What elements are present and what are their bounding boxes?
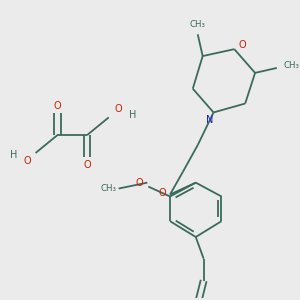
Text: O: O <box>24 156 32 166</box>
Text: O: O <box>115 104 122 115</box>
Text: O: O <box>136 178 143 188</box>
Text: O: O <box>83 160 91 170</box>
Text: CH₃: CH₃ <box>101 184 117 193</box>
Text: O: O <box>53 100 61 110</box>
Text: O: O <box>238 40 246 50</box>
Text: CH₃: CH₃ <box>190 20 206 29</box>
Text: O: O <box>158 188 166 197</box>
Text: CH₃: CH₃ <box>284 61 300 70</box>
Text: H: H <box>10 150 17 160</box>
Text: N: N <box>206 115 213 125</box>
Text: H: H <box>129 110 136 120</box>
